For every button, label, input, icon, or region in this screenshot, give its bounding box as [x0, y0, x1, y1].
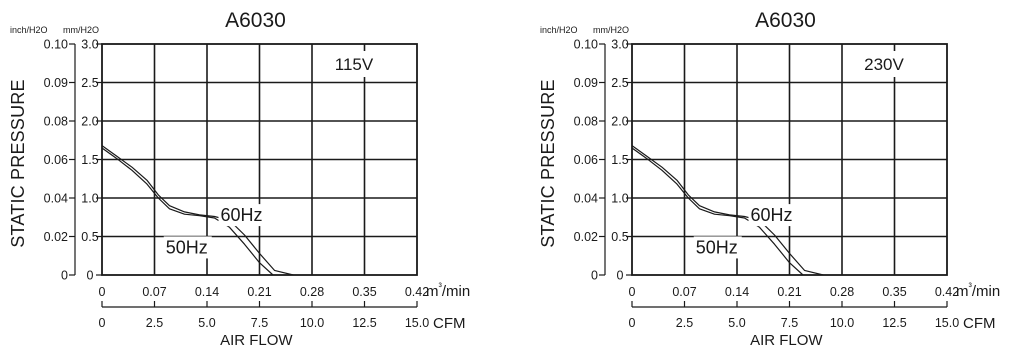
x-unit-m3: m³/min — [956, 282, 1000, 300]
x-tick-label-cfm: 10.0 — [830, 316, 854, 330]
x-tick-label-m3: 0.42 — [405, 285, 429, 299]
y-tick-label-mm: 1.5 — [611, 153, 628, 167]
y-tick-label-inch: 0.02 — [574, 230, 598, 244]
chart-title: A6030 — [225, 9, 286, 32]
x-tick-label-m3: 0.14 — [725, 285, 749, 299]
y-tick-label-inch: 0.09 — [44, 76, 68, 90]
x-unit-m3: m³/min — [426, 282, 470, 300]
y-axis-title: STATIC PRESSURE — [8, 79, 28, 247]
x-tick-label-cfm: 10.0 — [300, 316, 324, 330]
x-tick-label-m3: 0.21 — [247, 285, 271, 299]
y-tick-label-inch: 0 — [591, 269, 598, 283]
series-label-background — [693, 236, 742, 259]
voltage-annotation: 230V — [864, 55, 904, 74]
series-label-50hz: 50Hz — [696, 237, 738, 257]
y-tick-label-mm: 2.5 — [611, 76, 628, 90]
x-tick-label-cfm: 12.5 — [882, 316, 906, 330]
x-tick-label-cfm: 0 — [629, 316, 636, 330]
series-label-60hz: 60Hz — [751, 205, 793, 225]
x-tick-label-m3: 0.28 — [300, 285, 324, 299]
y-tick-label-inch: 0.10 — [44, 38, 68, 52]
x-tick-label-cfm: 5.0 — [198, 316, 215, 330]
y-tick-label-mm: 0 — [617, 269, 624, 283]
chart-title: A6030 — [755, 9, 816, 32]
voltage-annotation: 115V — [335, 55, 374, 74]
x-axis-title: AIR FLOW — [750, 332, 823, 347]
y-axis-title: STATIC PRESSURE — [538, 79, 558, 247]
chart-1: A6030 inch/H2O mm/H2O 3.0 0.10 2.5 0.09 2.0 0.08… — [8, 9, 470, 347]
series-label-background — [218, 204, 267, 227]
x-tick-label-cfm: 7.5 — [251, 316, 268, 330]
series-label-50hz: 50Hz — [166, 237, 208, 257]
y-tick-label-inch: 0.10 — [574, 38, 598, 52]
annotation-background — [854, 51, 914, 77]
series-line-50hz — [101, 147, 274, 276]
y-tick-label-inch: 0.09 — [574, 76, 598, 90]
x-tick-label-cfm: 2.5 — [146, 316, 163, 330]
y-tick-label-inch: 0.06 — [44, 153, 68, 167]
series-label-background — [748, 204, 797, 227]
y-tick-label-inch: 0.08 — [44, 115, 68, 129]
x-tick-label-cfm: 0 — [99, 316, 106, 330]
y-tick-label-inch: 0.04 — [44, 192, 68, 206]
x-axis-title: AIR FLOW — [220, 332, 293, 347]
y-tick-label-mm: 2.0 — [611, 115, 628, 129]
y-tick-label-mm: 2.0 — [81, 115, 98, 129]
x-tick-label-cfm: 2.5 — [676, 316, 693, 330]
y-unit-inch: inch/H2O — [10, 25, 48, 35]
series-label-60hz: 60Hz — [221, 205, 263, 225]
series-line-60hz — [101, 145, 294, 276]
annotation-background — [324, 51, 384, 77]
y-tick-label-inch: 0 — [61, 269, 68, 283]
x-tick-label-m3: 0.07 — [142, 285, 166, 299]
y-unit-inch: inch/H2O — [540, 25, 578, 35]
x-unit-cfm: CFM — [963, 315, 996, 332]
y-tick-label-mm: 3.0 — [611, 38, 628, 52]
x-tick-label-cfm: 15.0 — [935, 316, 959, 330]
x-tick-label-m3: 0.21 — [777, 285, 801, 299]
x-tick-label-cfm: 7.5 — [781, 316, 798, 330]
x-tick-label-cfm: 5.0 — [728, 316, 745, 330]
y-tick-label-mm: 3.0 — [81, 38, 98, 52]
y-tick-label-mm: 1.0 — [81, 192, 98, 206]
y-tick-label-mm: 2.5 — [81, 76, 98, 90]
series-line-50hz — [631, 147, 804, 276]
x-unit-cfm: CFM — [433, 315, 466, 332]
y-tick-label-inch: 0.04 — [574, 192, 598, 206]
chart-2: A6030 inch/H2O mm/H2O 3.0 0.10 2.5 0.09 2.0 0.08… — [538, 9, 1000, 347]
x-tick-label-cfm: 12.5 — [352, 316, 376, 330]
y-unit-mm: mm/H2O — [63, 25, 99, 35]
x-tick-label-m3: 0.14 — [195, 285, 219, 299]
x-tick-label-m3: 0.42 — [935, 285, 959, 299]
y-tick-label-mm: 0 — [87, 269, 94, 283]
y-tick-label-inch: 0.08 — [574, 115, 598, 129]
x-tick-label-m3: 0 — [629, 285, 636, 299]
y-tick-label-inch: 0.06 — [574, 153, 598, 167]
y-tick-label-mm: 1.5 — [81, 153, 98, 167]
x-tick-label-m3: 0 — [99, 285, 106, 299]
y-tick-label-mm: 1.0 — [611, 192, 628, 206]
x-tick-label-m3: 0.35 — [882, 285, 906, 299]
y-unit-mm: mm/H2O — [593, 25, 629, 35]
x-tick-label-m3: 0.28 — [830, 285, 854, 299]
series-label-background — [163, 236, 212, 259]
x-tick-label-m3: 0.07 — [672, 285, 696, 299]
x-tick-label-m3: 0.35 — [352, 285, 376, 299]
x-tick-label-cfm: 15.0 — [405, 316, 429, 330]
series-line-60hz — [631, 145, 824, 276]
y-tick-label-mm: 0.5 — [81, 230, 98, 244]
y-tick-label-inch: 0.02 — [44, 230, 68, 244]
y-tick-label-mm: 0.5 — [611, 230, 628, 244]
